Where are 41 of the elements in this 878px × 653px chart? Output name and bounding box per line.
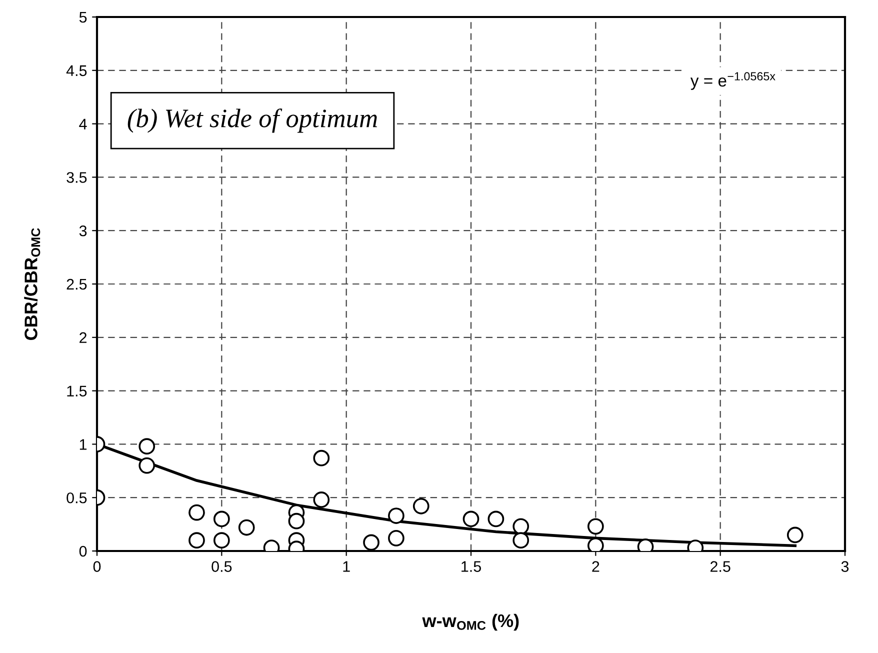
point — [388, 530, 404, 546]
point — [313, 492, 330, 508]
point — [188, 532, 205, 549]
point — [288, 512, 305, 530]
annotation: (b) Wet side of optimum — [128, 108, 377, 133]
point — [138, 457, 156, 474]
x-tick-label: 1 — [343, 561, 350, 572]
annotation: y = e$^{−1.0565x}$ — [690, 72, 776, 90]
y-tick-label: 4.5 — [66, 65, 87, 76]
y-tick-label: 5 — [79, 12, 87, 23]
x-tick-label: 1.5 — [462, 561, 481, 572]
point — [138, 438, 156, 455]
x-tick-label: 2.5 — [710, 561, 730, 572]
x-tick-label: 0.5 — [212, 561, 232, 572]
point — [313, 450, 330, 466]
point — [587, 518, 604, 535]
y-tick-label: 4 — [79, 118, 87, 130]
y-axis-title: CBR/CBR$_{OMC}$ — [24, 228, 40, 340]
point — [238, 519, 255, 536]
point — [388, 508, 404, 524]
x-tick-label: 3 — [841, 561, 849, 572]
point — [512, 532, 530, 549]
point — [363, 534, 380, 551]
y-tick-label: 2 — [80, 332, 87, 343]
y-tick-label: 3 — [79, 225, 87, 236]
y-tick-label: 3.5 — [66, 172, 87, 183]
point — [488, 510, 504, 528]
y-tick-label: 0.5 — [66, 492, 87, 504]
x-tick-label: 2 — [592, 561, 600, 572]
y-tick-label: 1.5 — [67, 386, 87, 396]
point — [786, 526, 804, 544]
y-tick-label: 1 — [80, 439, 87, 450]
point — [188, 504, 205, 521]
y-tick-label: 0 — [79, 546, 87, 557]
point — [412, 498, 430, 514]
x-axis-title: w-w$_{OMC}$ (%) — [422, 614, 519, 631]
y-tick-label: 2.5 — [66, 278, 87, 290]
point — [462, 510, 480, 528]
point — [213, 510, 230, 528]
x-tick-label: 0 — [93, 561, 101, 572]
point — [213, 532, 230, 549]
